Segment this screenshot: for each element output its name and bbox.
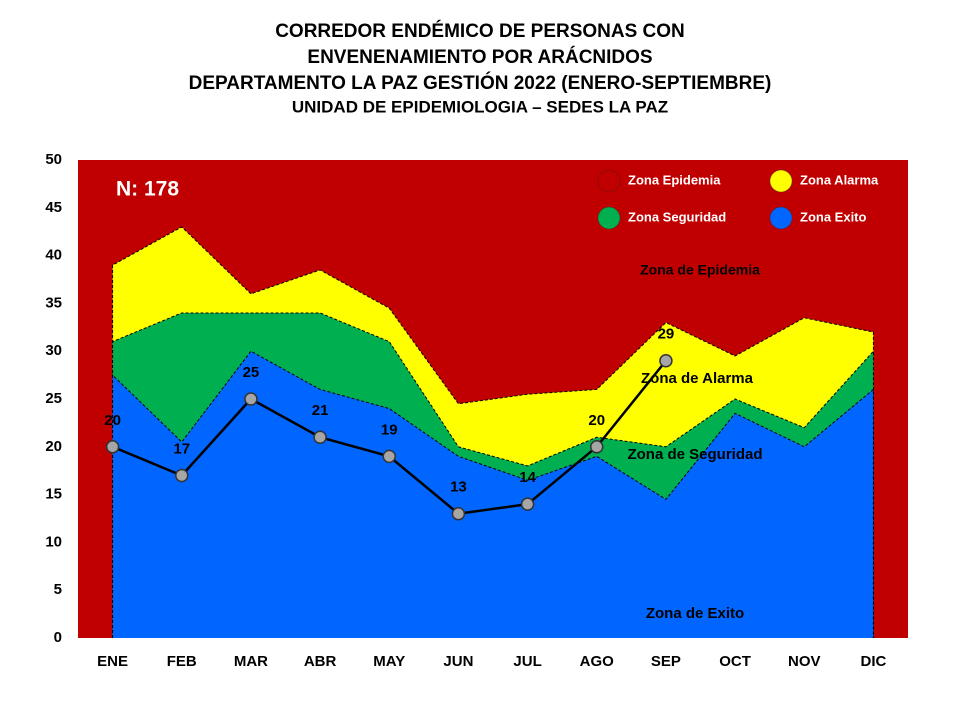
- data-label: 29: [658, 326, 675, 343]
- x-tick-label: NOV: [788, 653, 821, 670]
- x-tick-label: MAR: [234, 653, 268, 670]
- annotation: Zona de Seguridad: [627, 446, 762, 463]
- y-tick-label: 50: [45, 151, 62, 168]
- y-tick-label: 10: [45, 533, 62, 550]
- data-label: 25: [243, 364, 260, 381]
- x-tick-label: AGO: [580, 653, 615, 670]
- y-tick-label: 45: [45, 199, 62, 216]
- y-tick-label: 40: [45, 247, 62, 264]
- zone-boundary: [112, 350, 874, 638]
- y-tick-label: 30: [45, 342, 62, 359]
- x-tick-label: FEB: [167, 653, 197, 670]
- zone-boundary: [112, 226, 874, 638]
- y-tick-label: 5: [54, 581, 62, 598]
- data-label: 17: [173, 440, 190, 457]
- case-point: [520, 497, 535, 511]
- legend-label: Zona Alarma: [800, 172, 879, 187]
- x-tick-label: OCT: [719, 653, 751, 670]
- case-point: [244, 392, 258, 406]
- y-tick-label: 15: [45, 486, 62, 503]
- x-tick-label: DIC: [860, 653, 886, 670]
- y-tick-label: 25: [45, 390, 62, 407]
- chart-title: CORREDOR ENDÉMICO DE PERSONAS CON: [275, 20, 685, 42]
- data-label: 21: [312, 402, 329, 419]
- zone-boundary: [112, 312, 874, 638]
- x-tick-label: JUL: [513, 653, 541, 670]
- x-tick-label: MAY: [373, 653, 405, 670]
- chart-title: UNIDAD DE EPIDEMIOLOGIA – SEDES LA PAZ: [292, 97, 668, 116]
- x-tick-label: ABR: [304, 653, 337, 670]
- case-point: [590, 440, 604, 454]
- data-label: 19: [381, 421, 398, 438]
- legend-label: Zona Seguridad: [628, 209, 726, 224]
- chart-title: DEPARTAMENTO LA PAZ GESTIÓN 2022 (ENERO-…: [189, 72, 772, 94]
- legend-marker: [769, 206, 793, 230]
- case-point: [451, 506, 466, 521]
- case-point: [313, 430, 327, 444]
- case-point: [382, 449, 396, 464]
- case-point: [105, 440, 120, 454]
- data-label: 13: [450, 479, 467, 496]
- chart-title: ENVENENAMIENTO POR ARÁCNIDOS: [307, 46, 652, 68]
- y-tick-label: 35: [45, 294, 62, 311]
- case-point: [175, 468, 189, 483]
- legend-label: Zona Epidemia: [628, 172, 721, 187]
- annotation: Zona de Alarma: [641, 370, 754, 387]
- x-tick-label: ENE: [97, 653, 128, 670]
- x-tick-label: JUN: [443, 653, 473, 670]
- data-label: 14: [519, 469, 536, 486]
- data-label: 20: [104, 412, 121, 429]
- zone-area: [112, 351, 874, 638]
- legend-label: Zona Exito: [800, 209, 867, 224]
- y-tick-label: 20: [45, 438, 62, 455]
- x-tick-label: SEP: [651, 653, 681, 670]
- y-tick-label: 0: [54, 629, 62, 646]
- legend-marker: [597, 206, 621, 230]
- legend-marker: [597, 169, 621, 193]
- case-point: [659, 354, 673, 368]
- annotation: Zona de Exito: [646, 605, 744, 622]
- data-label: 20: [588, 412, 605, 429]
- legend-marker: [769, 169, 793, 193]
- annotation: N: 178: [116, 178, 179, 201]
- annotation: Zona de Epidemia: [640, 262, 760, 278]
